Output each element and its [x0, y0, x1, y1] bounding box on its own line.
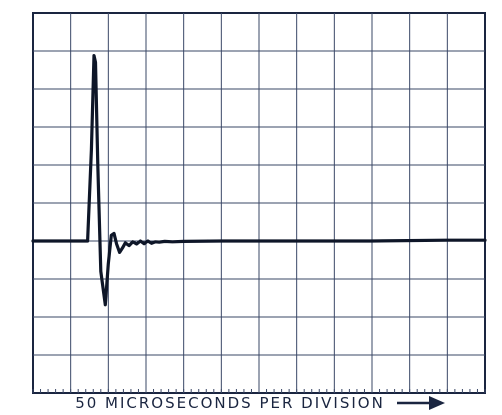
x-axis-caption: 50 MICROSECONDS PER DIVISION [0, 392, 502, 414]
signal-trace [31, 54, 487, 307]
right-arrow-icon [396, 396, 445, 410]
grid [32, 13, 486, 393]
x-axis-label: 50 MICROSECONDS PER DIVISION [75, 394, 385, 412]
